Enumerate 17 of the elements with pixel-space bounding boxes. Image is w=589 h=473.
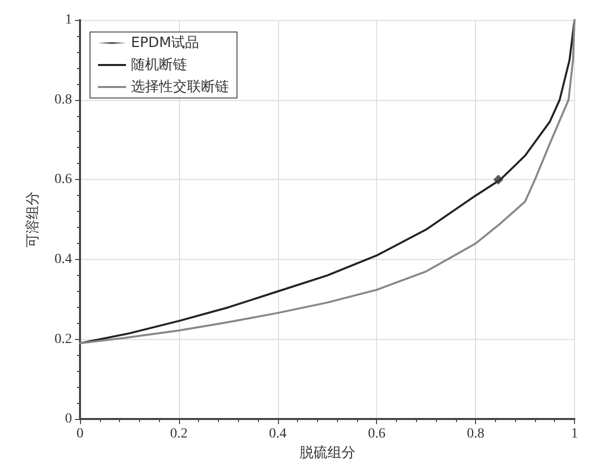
x-tick-label: 0.8 bbox=[466, 426, 484, 442]
y-tick-label: 0.8 bbox=[54, 92, 72, 108]
x-tick-label: 0.4 bbox=[269, 426, 287, 442]
y-tick-label: 0.4 bbox=[54, 252, 72, 267]
y-tick-label: 0 bbox=[65, 412, 72, 427]
x-tick-label: 0.6 bbox=[368, 426, 386, 442]
y-tick-label: 0.2 bbox=[54, 332, 72, 347]
y-axis-title: 可溶组分 bbox=[25, 192, 41, 248]
legend-label: EPDM试品 bbox=[131, 35, 200, 51]
y-tick-label: 1 bbox=[65, 12, 72, 28]
y-tick-label: 0.6 bbox=[54, 172, 72, 188]
legend-label: 选择性交联断链 bbox=[131, 79, 229, 95]
legend-label: 随机断链 bbox=[131, 57, 187, 73]
x-tick-label: 1 bbox=[571, 426, 578, 442]
x-axis-title: 脱硫组分 bbox=[299, 445, 356, 461]
x-tick-label: 0.2 bbox=[170, 426, 188, 442]
x-tick-label: 0 bbox=[76, 426, 84, 442]
